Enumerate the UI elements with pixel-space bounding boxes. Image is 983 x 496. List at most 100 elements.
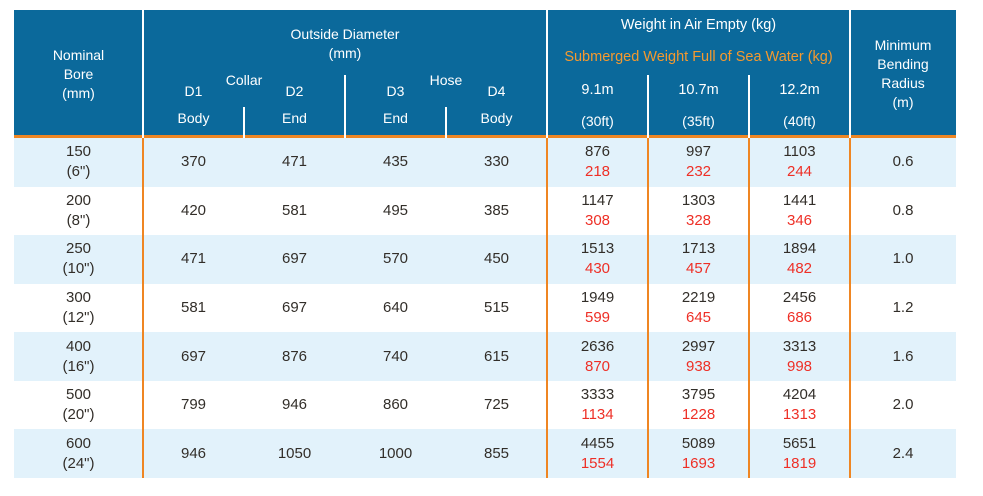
- weight-9-1m-cell: 2636 870: [547, 332, 648, 381]
- outside-diameter-unit: (mm): [328, 45, 362, 61]
- header-d1-body: Body: [177, 110, 210, 126]
- od-d3-cell: 740: [382, 347, 409, 365]
- header-length-12-2m: 12.2m: [779, 82, 820, 98]
- weight-air: 997: [685, 143, 712, 161]
- nominal-bore-cell: 150 (6"): [14, 138, 143, 187]
- weight-air: 2456: [782, 289, 817, 307]
- od-d4-cell: 515: [483, 299, 510, 317]
- weight-submerged: 1134: [581, 406, 614, 424]
- weight-air: 1949: [580, 289, 615, 307]
- weight-10-7m-cell: 3795 1228: [648, 381, 749, 430]
- bore-inches: (6"): [66, 163, 91, 181]
- od-d1-cell: 471: [180, 250, 207, 268]
- weight-12-2m-cell: 2456 686: [749, 284, 850, 333]
- od-d3-cell: 860: [382, 396, 409, 414]
- weight-12-2m-cell: 5651 1819: [749, 429, 850, 478]
- weight-submerged: 346: [786, 211, 813, 229]
- od-d1-cell: 697: [180, 347, 207, 365]
- od-d4-cell: 725: [483, 396, 510, 414]
- weight-10-7m-cell: 997 232: [648, 138, 749, 187]
- weight-air: 1147: [581, 191, 614, 209]
- header-d1: D1: [184, 83, 203, 99]
- header-length-40ft: (40ft): [783, 113, 816, 129]
- weight-9-1m-cell: 1147 308: [547, 187, 648, 236]
- header-d3-end: End: [383, 110, 408, 126]
- body-divider: [647, 138, 649, 478]
- bore-inches: (20"): [62, 406, 95, 424]
- od-d2-cell: 876: [281, 347, 308, 365]
- weight-12-2m-cell: 1441 346: [749, 187, 850, 236]
- bending-radius-cell: 1.6: [892, 347, 914, 365]
- weight-submerged: 430: [584, 260, 611, 278]
- table-body: 150 (6") 370 471 435 330 876 218 997 232 11…: [14, 138, 956, 479]
- weight-submerged: 1313: [782, 406, 817, 424]
- weight-submerged: 1554: [580, 454, 615, 472]
- header-divider: [142, 10, 144, 138]
- od-d3-cell: 570: [382, 250, 409, 268]
- weight-air: 1303: [681, 191, 716, 209]
- weight-air: 1713: [681, 240, 716, 258]
- weight-submerged: 938: [685, 357, 712, 375]
- header-weight-in-air: Weight in Air Empty (kg): [620, 17, 777, 33]
- bore-mm: 500: [65, 386, 92, 404]
- header-d3: D3: [386, 83, 405, 99]
- weight-12-2m-cell: 3313 998: [749, 332, 850, 381]
- od-d3-cell: 1000: [378, 444, 413, 462]
- header-divider: [344, 75, 346, 138]
- bore-inches: (8"): [66, 211, 91, 229]
- weight-submerged: 457: [685, 260, 712, 278]
- weight-air: 2997: [681, 337, 716, 355]
- bore-inches: (10"): [62, 260, 95, 278]
- weight-submerged: 232: [685, 163, 712, 181]
- od-d2-cell: 471: [281, 153, 308, 171]
- bore-inches: (12"): [62, 309, 95, 327]
- bore-mm: 150: [65, 143, 92, 161]
- bore-mm: 300: [65, 289, 92, 307]
- weight-air: 1894: [782, 240, 817, 258]
- header-nominal-bore: Nominal Bore (mm): [52, 46, 105, 101]
- od-d2-cell: 697: [281, 250, 308, 268]
- weight-air: 4204: [782, 386, 817, 404]
- header-divider: [445, 107, 447, 138]
- weight-air: 1441: [782, 191, 817, 209]
- body-divider: [748, 138, 750, 478]
- header-divider: [748, 75, 750, 138]
- header-submerged-weight: Submerged Weight Full of Sea Water (kg): [564, 49, 833, 65]
- header-d4-body: Body: [480, 110, 513, 126]
- od-d4-cell: 330: [483, 153, 510, 171]
- od-d4-cell: 855: [483, 444, 510, 462]
- table-row: 400 (16") 697 876 740 615 2636 870 2997 938…: [14, 332, 956, 381]
- table-row: 300 (12") 581 697 640 515 1949 599 2219 645…: [14, 283, 956, 333]
- body-divider: [849, 138, 851, 478]
- weight-submerged: 870: [584, 357, 611, 375]
- weight-12-2m-cell: 4204 1313: [749, 381, 850, 430]
- header-length-10-7m: 10.7m: [678, 82, 719, 98]
- weight-submerged: 244: [786, 163, 813, 181]
- od-d2-cell: 581: [281, 201, 308, 219]
- bore-mm: 600: [65, 434, 92, 452]
- weight-air: 3333: [580, 386, 615, 404]
- weight-12-2m-cell: 1894 482: [749, 235, 850, 284]
- bending-radius-cell: 2.0: [892, 396, 914, 414]
- bore-mm: 200: [65, 191, 92, 209]
- bore-inches: (16"): [62, 357, 95, 375]
- od-d1-cell: 370: [180, 153, 207, 171]
- bore-mm: 400: [65, 337, 92, 355]
- header-divider: [849, 10, 851, 138]
- outside-diameter-title: Outside Diameter: [290, 26, 400, 42]
- nominal-bore-cell: 500 (20"): [14, 381, 143, 430]
- nominal-bore-cell: 200 (8"): [14, 187, 143, 236]
- table-row: 200 (8") 420 581 495 385 1147 308 1303 328 …: [14, 186, 956, 236]
- bending-radius-cell: 1.2: [892, 299, 914, 317]
- weight-submerged: 1228: [681, 406, 716, 424]
- od-d2-cell: 697: [281, 299, 308, 317]
- weight-air: 4455: [580, 434, 615, 452]
- header-length-35ft: (35ft): [682, 113, 715, 129]
- weight-air: 5651: [782, 434, 817, 452]
- hose-specification-table: Nominal Bore (mm) Outside Diameter (mm) …: [14, 10, 956, 481]
- od-d2-cell: 946: [281, 396, 308, 414]
- od-d1-cell: 420: [180, 201, 207, 219]
- bending-radius-cell: 0.8: [892, 201, 914, 219]
- weight-10-7m-cell: 2219 645: [648, 284, 749, 333]
- weight-air: 3313: [782, 337, 817, 355]
